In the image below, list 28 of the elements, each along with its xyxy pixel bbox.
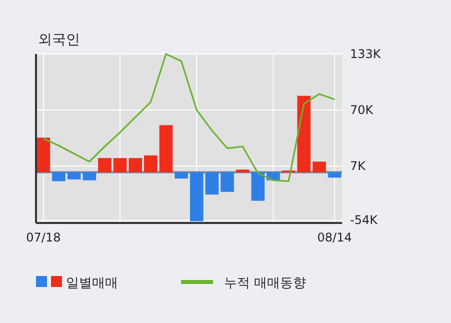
bar <box>312 162 326 172</box>
legend-label: 일별매매 <box>66 276 118 291</box>
bar <box>98 158 112 172</box>
chart-title: 외국인 <box>38 32 80 48</box>
bar <box>297 96 311 172</box>
x-tick-label: 08/14 <box>317 230 352 245</box>
bar <box>236 170 250 172</box>
line-series <box>42 53 336 182</box>
y-tick-label: 70K <box>350 102 374 117</box>
y-tick-label: 7K <box>350 158 367 173</box>
bar <box>144 155 158 172</box>
bar <box>205 172 219 195</box>
x-tick-label: 07/18 <box>26 230 61 245</box>
y-tick-label: 133K <box>350 46 382 61</box>
bar <box>52 172 66 182</box>
legend-label: 누적 매매동향 <box>224 276 306 291</box>
bar <box>174 172 188 179</box>
bar <box>190 172 204 222</box>
bar <box>328 172 342 178</box>
bar <box>82 172 96 180</box>
bar <box>36 138 50 172</box>
bar <box>128 158 142 172</box>
bar <box>220 172 234 192</box>
y-tick-label: -54K <box>350 213 379 228</box>
bar <box>251 172 265 201</box>
bar <box>113 158 127 172</box>
bar <box>67 172 81 180</box>
bar <box>159 125 173 172</box>
